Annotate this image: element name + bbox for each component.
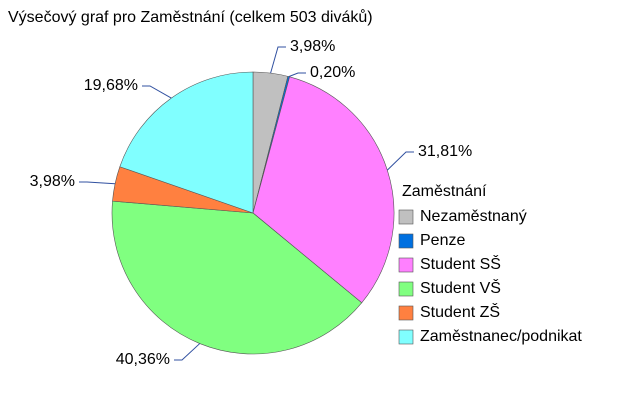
- data-label: 3,98%: [30, 173, 75, 190]
- legend-label: Student VŠ: [420, 278, 501, 297]
- leader-line: [79, 181, 116, 185]
- leader-line: [174, 343, 201, 361]
- legend-label: Zaměstnanec/podnikat: [420, 328, 582, 345]
- legend-label: Nezaměstnaný: [420, 208, 527, 225]
- legend-swatch: [398, 281, 414, 297]
- legend-swatch: [398, 209, 414, 225]
- chart-title: Výsečový graf pro Zaměstnání (celkem 503…: [8, 8, 373, 26]
- data-label: 3,98%: [290, 38, 335, 55]
- legend-swatch: [398, 257, 414, 273]
- legend-swatch: [398, 305, 414, 321]
- pie-slice: [252, 76, 395, 304]
- leader-line: [142, 85, 172, 99]
- legend-swatch: [398, 329, 414, 345]
- pie-slice: [119, 71, 254, 214]
- pie-slice: [111, 200, 363, 355]
- legend-swatch: [398, 233, 414, 249]
- data-label: 0,20%: [310, 64, 355, 81]
- data-label: 31,81%: [418, 143, 472, 160]
- legend-label: Penze: [420, 232, 465, 249]
- data-label: 19,68%: [84, 77, 138, 94]
- leader-line: [288, 72, 306, 78]
- legend-label: Student SŠ: [420, 254, 501, 273]
- leader-line: [270, 46, 286, 74]
- legend-label: Student ZŠ: [420, 302, 500, 321]
- data-label: 40,36%: [116, 351, 170, 368]
- legend-title: Zaměstnání: [402, 183, 487, 200]
- leader-line: [386, 151, 414, 171]
